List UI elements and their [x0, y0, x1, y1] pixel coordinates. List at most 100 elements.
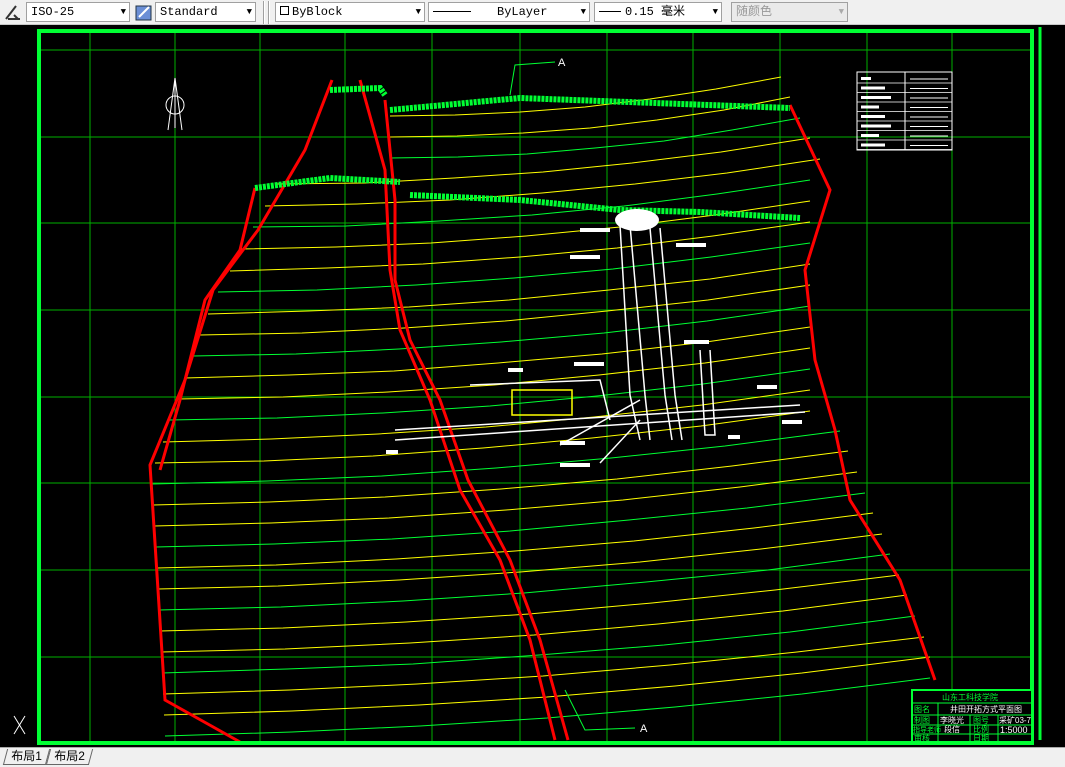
- section-line-bottom: [564, 689, 636, 731]
- chevron-down-icon: ▼: [120, 7, 126, 17]
- coordinate-grid: [39, 31, 1032, 743]
- plot-style-value: 随颜色: [736, 5, 773, 19]
- layout-tabs: 布局1 布局2: [0, 747, 1065, 767]
- roadway-label: [676, 243, 706, 247]
- roadways: [394, 224, 806, 464]
- roadway-label: [580, 228, 610, 232]
- contour-line: [389, 96, 791, 138]
- name-label: 图名: [914, 704, 930, 714]
- contour-line: [154, 410, 811, 464]
- color-select[interactable]: ByBlock ▼: [275, 2, 425, 22]
- roadway-label: [560, 441, 585, 445]
- fault-middle-b: [358, 79, 557, 741]
- contour-line: [207, 263, 811, 315]
- contour-line: [240, 200, 811, 250]
- drawing-canvas[interactable]: A A 山东工科技学院 图名 井田开拓方式平面图 制图 李晓光 图号 采矿03-…: [0, 25, 1065, 747]
- roadway-label: [757, 385, 777, 389]
- tab-label: 布局2: [54, 749, 85, 763]
- contour-line: [158, 553, 891, 611]
- legend-label: [861, 86, 885, 90]
- title-block: 山东工科技学院 图名 井田开拓方式平面图 制图 李晓光 图号 采矿03-7 指导…: [911, 689, 1033, 743]
- faults: [148, 79, 937, 744]
- color-value: ByBlock: [292, 5, 343, 19]
- drawn-label: 制图: [914, 715, 930, 725]
- mine-plan-drawing: A A 山东工科技学院 图名 井田开拓方式平面图 制图 李晓光 图号 采矿03-…: [13, 27, 1042, 745]
- legend-label: [861, 134, 879, 137]
- roadway-label: [570, 255, 600, 259]
- tab-layout-1[interactable]: 布局1: [2, 749, 50, 765]
- contour-line: [169, 368, 811, 421]
- section-label-bottom: A: [640, 723, 648, 735]
- drawing-frame: [37, 29, 1034, 745]
- contour-line: [151, 430, 841, 485]
- tab-layout-2[interactable]: 布局2: [45, 749, 93, 765]
- line-sample: [599, 11, 621, 13]
- contour-line: [159, 574, 900, 632]
- roadway-label: [508, 368, 523, 372]
- contour-lines: [151, 76, 931, 737]
- dimension-style-icon[interactable]: [4, 3, 22, 21]
- shaft-yard: [511, 389, 573, 416]
- chevron-down-icon: ▼: [712, 7, 718, 17]
- line-sample: [433, 11, 471, 13]
- outcrop-hatching: [254, 84, 801, 221]
- contour-line: [164, 677, 931, 737]
- scale-value: 1:5000: [1000, 725, 1028, 735]
- date-label: 日期: [973, 734, 989, 743]
- contour-line: [252, 179, 811, 228]
- roadway-label: [684, 340, 709, 344]
- school-name: 山东工科技学院: [942, 692, 998, 702]
- contour-line: [199, 284, 811, 336]
- text-style-icon[interactable]: [135, 3, 153, 21]
- drawing-name: 井田开拓方式平面图: [950, 704, 1022, 714]
- contour-line: [217, 242, 811, 293]
- drawn-value: 李晓光: [940, 715, 964, 725]
- contour-line: [160, 594, 908, 653]
- dim-style-select[interactable]: ISO-25 ▼: [26, 2, 130, 22]
- legend-label: [861, 105, 879, 109]
- number-label: 图号: [973, 716, 989, 725]
- contour-line: [155, 492, 866, 548]
- section-label-top: A: [558, 57, 566, 69]
- roadway-label: [560, 463, 590, 467]
- number-value: 采矿03-7: [999, 715, 1032, 725]
- roadway-label: [782, 420, 802, 424]
- scale-label: 比例: [973, 724, 989, 734]
- plot-style-select[interactable]: 随颜色 ▼: [731, 2, 848, 22]
- legend-label: [861, 115, 885, 118]
- roadway-label: [574, 362, 604, 366]
- dim-style-value: ISO-25: [31, 5, 75, 19]
- legend-table: [856, 71, 953, 151]
- contour-line: [192, 305, 811, 357]
- tab-label: 布局1: [11, 749, 42, 763]
- fault-right: [788, 104, 937, 681]
- contour-line: [389, 76, 782, 117]
- legend-label: [861, 124, 891, 128]
- contour-line: [389, 117, 801, 159]
- chevron-down-icon: ▼: [580, 7, 586, 17]
- toolbar-separator: [263, 1, 265, 24]
- fault-middle-a: [383, 99, 570, 741]
- contour-line: [156, 512, 874, 569]
- roadway-label: [728, 435, 740, 439]
- contour-line: [184, 326, 811, 379]
- lineweight-value: 0.15 毫米: [625, 5, 686, 19]
- contour-line: [163, 656, 931, 716]
- roadway-label: [386, 450, 398, 454]
- chevron-down-icon: ▼: [246, 7, 252, 17]
- roadway-labels: [386, 228, 802, 467]
- chevron-down-icon: ▼: [415, 7, 421, 17]
- linetype-value: ByLayer: [497, 5, 548, 19]
- toolbar-separator: [268, 1, 270, 24]
- properties-toolbar: ISO-25 ▼ Standard ▼ ByBlock ▼ ByLayer ▼ 0.15…: [0, 0, 1065, 25]
- text-style-select[interactable]: Standard ▼: [155, 2, 256, 22]
- legend-label: [861, 96, 891, 99]
- contour-line: [177, 347, 811, 400]
- legend-label: [861, 77, 871, 80]
- section-line-top: [509, 61, 556, 96]
- contour-line: [161, 615, 916, 674]
- linetype-select[interactable]: ByLayer ▼: [428, 2, 590, 22]
- legend-label: [861, 143, 885, 147]
- guide-label: 指导老师: [913, 725, 941, 734]
- lineweight-select[interactable]: 0.15 毫米 ▼: [594, 2, 722, 22]
